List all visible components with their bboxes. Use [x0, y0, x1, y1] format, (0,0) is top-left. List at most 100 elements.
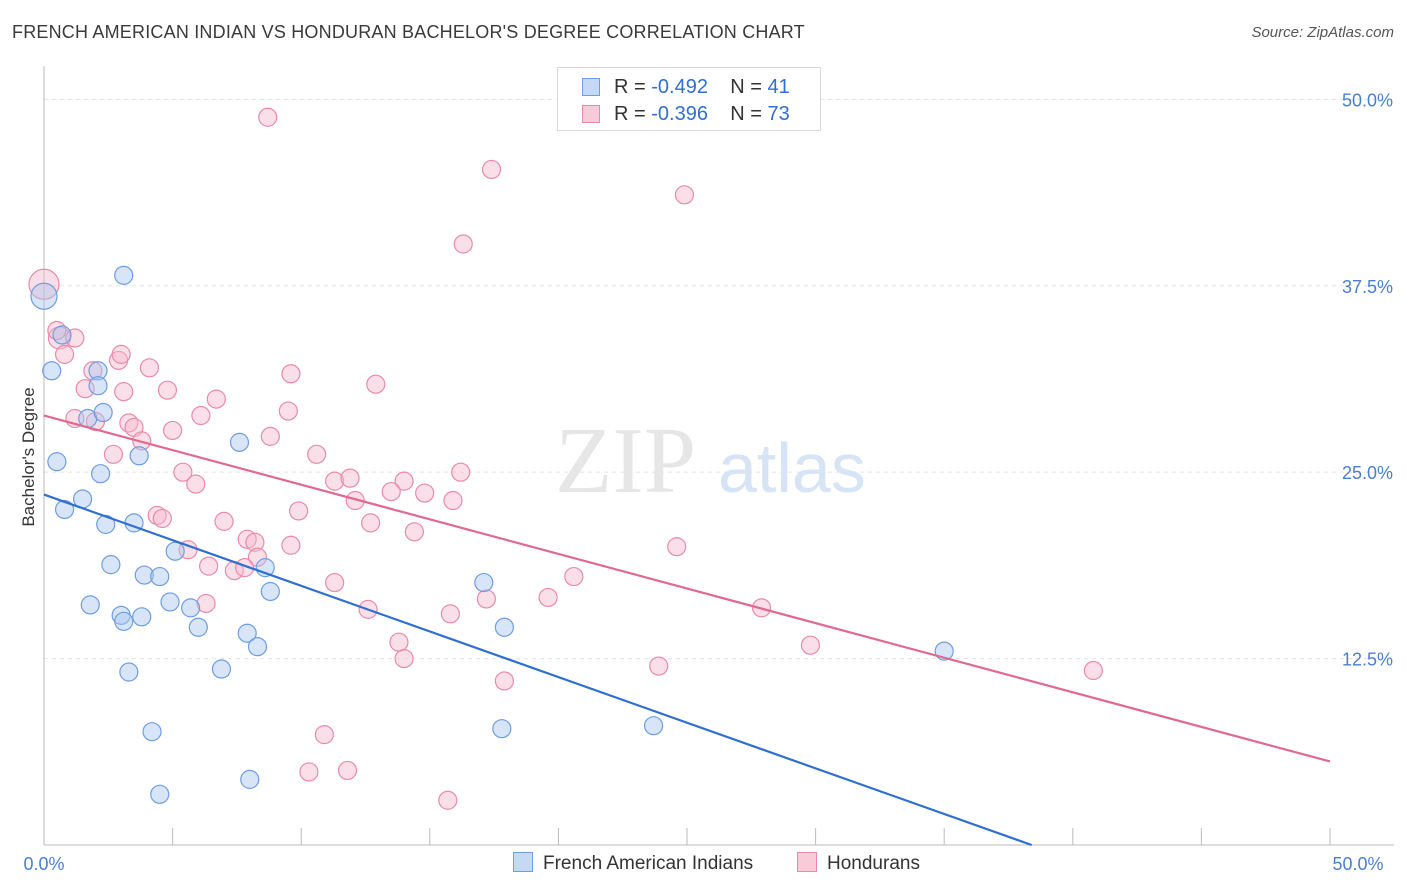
honduran-point — [438, 790, 458, 810]
legend-label: French American Indians — [543, 853, 754, 874]
french-american-indian-point — [247, 637, 268, 657]
pink-swatch — [797, 852, 817, 872]
honduran-point — [394, 471, 414, 491]
french-american-indian-point — [119, 662, 139, 682]
x-tick-label: 0.0% — [23, 854, 64, 874]
french-american-indian-point — [114, 611, 134, 631]
honduran-point — [345, 490, 365, 511]
honduran-point — [139, 358, 160, 378]
honduran-point — [299, 762, 319, 782]
honduran-point — [83, 361, 103, 381]
y-axis-title: Bachelor's Degree — [19, 387, 38, 526]
french-american-indian-point — [142, 722, 162, 742]
french-american-indian-point — [150, 566, 170, 587]
x-tick-label: 50.0% — [1332, 854, 1383, 874]
honduran-point — [340, 468, 360, 488]
french-american-indian-point — [88, 361, 108, 381]
french-american-indian-point — [181, 598, 201, 618]
honduran-point — [199, 556, 219, 576]
honduran-point — [538, 587, 558, 608]
french-american-indian-point — [229, 432, 250, 452]
honduran-point — [196, 593, 216, 614]
honduran-point — [366, 374, 386, 394]
french-american-indian-point — [160, 592, 180, 612]
watermark: ZIP atlas — [555, 409, 866, 513]
honduran-point — [163, 420, 183, 441]
french-american-indian-point — [643, 716, 664, 736]
chart-title: FRENCH AMERICAN INDIAN VS HONDURAN BACHE… — [12, 22, 805, 42]
pink-swatch — [582, 105, 600, 123]
y-tick-label: 12.5% — [1342, 650, 1393, 670]
y-tick-label: 37.5% — [1342, 277, 1393, 297]
legend-label: Hondurans — [827, 853, 920, 874]
french-american-indian-point — [54, 499, 75, 520]
french-american-indian-point — [88, 376, 108, 396]
honduran-point — [214, 511, 234, 531]
honduran-point — [278, 401, 298, 421]
french-american-indian-point — [134, 565, 154, 585]
honduran-point — [186, 474, 206, 494]
honduran-point — [258, 107, 278, 127]
honduran-point — [494, 671, 514, 691]
honduran-point — [247, 547, 268, 567]
honduran-point — [453, 234, 473, 254]
source-label: Source: ZipAtlas.com — [1251, 24, 1394, 41]
french-american-indians-points — [30, 265, 954, 804]
watermark-zip: ZIP — [555, 409, 696, 513]
honduran-point — [157, 380, 178, 400]
french-american-indian-point — [129, 446, 149, 466]
honduran-point — [649, 656, 669, 676]
french-american-indian-point — [52, 325, 72, 345]
french-american-indian-point — [150, 784, 170, 804]
french-american-indian-point — [114, 265, 134, 285]
honduran-point — [481, 159, 502, 180]
honduran-point — [173, 462, 193, 482]
hondurans-trend-line — [43, 414, 1331, 763]
legend-item-hondurans[interactable]: Hondurans — [797, 852, 920, 875]
french-american-indian-point — [93, 402, 113, 423]
y-tick-label: 25.0% — [1342, 463, 1393, 483]
honduran-point — [147, 505, 167, 526]
honduran-point — [28, 268, 60, 300]
honduran-point — [415, 483, 435, 503]
french-american-indian-point — [42, 361, 62, 381]
honduran-point — [325, 471, 345, 491]
french-american-indian-point — [260, 581, 280, 602]
french-american-indian-point — [237, 623, 257, 643]
french-american-indian-point — [30, 282, 58, 310]
blue-swatch — [513, 852, 533, 872]
honduran-point — [281, 364, 301, 384]
hondurans-points — [28, 107, 1103, 810]
honduran-point — [289, 501, 309, 521]
honduran-point — [667, 537, 687, 557]
y-tick-label: 50.0% — [1342, 90, 1393, 110]
honduran-point — [476, 589, 496, 609]
legend-item-french-american-indians[interactable]: French American Indians — [513, 852, 753, 875]
french-american-indian-point — [101, 555, 121, 575]
french-american-indian-point — [132, 607, 152, 627]
honduran-point — [245, 532, 265, 552]
honduran-point — [191, 405, 211, 426]
honduran-point — [54, 344, 75, 364]
honduran-point — [443, 490, 463, 511]
honduran-point — [394, 648, 414, 669]
honduran-point — [237, 529, 257, 549]
honduran-point — [307, 444, 327, 464]
french-american-indian-point — [80, 595, 100, 615]
honduran-point — [800, 635, 821, 655]
honduran-point — [451, 462, 471, 482]
honduran-point — [111, 344, 131, 364]
honduran-point — [389, 632, 409, 652]
axes — [43, 66, 1394, 846]
stats-legend: R = -0.492 N = 41 R = -0.396 N = 73 — [557, 67, 821, 131]
french-american-indian-point — [474, 572, 494, 593]
honduran-point — [381, 481, 401, 502]
honduran-point — [440, 604, 460, 624]
french-american-indian-point — [90, 464, 111, 484]
trend-lines — [43, 414, 1331, 847]
french-american-indian-point — [494, 617, 514, 637]
honduran-point — [103, 444, 124, 464]
honduran-point — [1083, 660, 1103, 681]
french-american-indian-point — [492, 719, 512, 739]
